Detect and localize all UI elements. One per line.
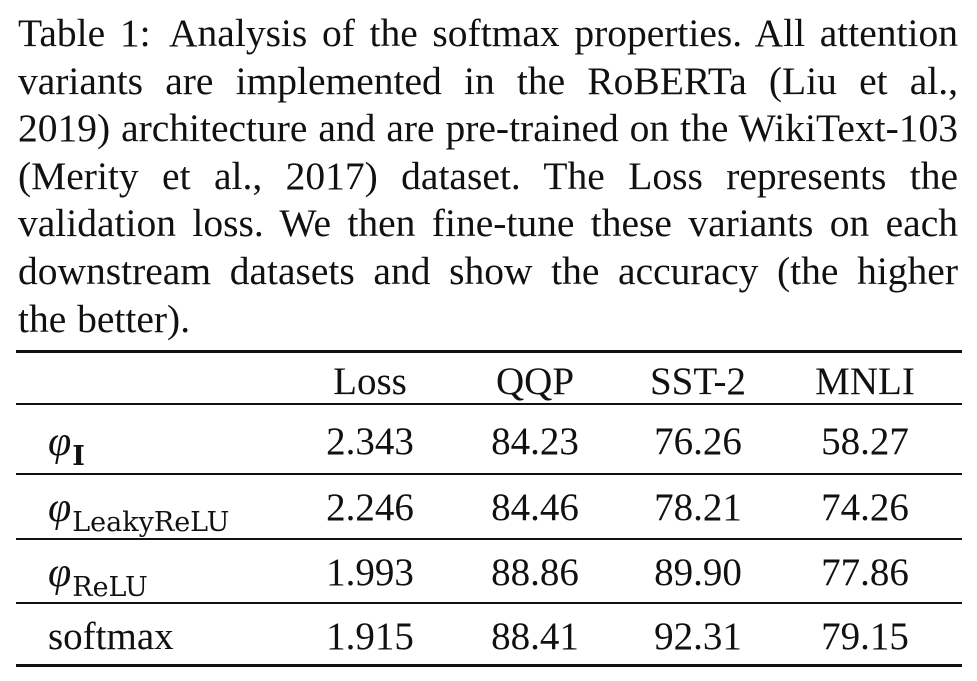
cell-mnli: 79.15: [821, 615, 909, 658]
cell-mnli: 58.27: [821, 420, 909, 463]
header-mnli: MNLI: [815, 360, 915, 403]
cell-qqp: 88.86: [491, 551, 579, 594]
cell-mnli: 74.26: [821, 486, 909, 529]
row-label-phi-relu: φReLU: [48, 549, 148, 603]
phi-symbol: φ: [48, 419, 72, 465]
header-loss: Loss: [333, 360, 407, 403]
table-bottom-rule: [16, 664, 962, 667]
table-caption: Table 1: Analysis of the softmax propert…: [18, 10, 958, 343]
phi-subscript: I: [72, 441, 85, 472]
cell-loss: 2.343: [326, 420, 414, 463]
header-sst2: SST-2: [649, 360, 747, 403]
row-rule: [16, 602, 962, 604]
phi-symbol: φ: [48, 485, 72, 531]
phi-subscript: ReLU: [72, 572, 148, 603]
cell-sst2: 76.26: [654, 420, 742, 463]
row-label-softmax: softmax: [48, 615, 174, 658]
phi-subscript: LeakyReLU: [72, 507, 230, 538]
table-top-rule: [16, 350, 962, 353]
header-qqp: QQP: [495, 360, 575, 403]
row-label-phi-i: φI: [48, 418, 85, 472]
cell-loss: 2.246: [326, 486, 414, 529]
caption-text: Analysis of the softmax properties. All …: [18, 11, 958, 341]
cell-qqp: 84.23: [491, 420, 579, 463]
cell-sst2: 78.21: [654, 486, 742, 529]
cell-mnli: 77.86: [821, 551, 909, 594]
cell-loss: 1.993: [326, 551, 414, 594]
cell-sst2: 89.90: [654, 551, 742, 594]
cell-qqp: 88.41: [491, 615, 579, 658]
phi-symbol: φ: [48, 550, 72, 596]
cell-qqp: 84.46: [491, 486, 579, 529]
row-label-phi-leakyrelu: φLeakyReLU: [48, 484, 230, 538]
row-rule: [16, 473, 962, 475]
cell-sst2: 92.31: [654, 615, 742, 658]
row-rule: [16, 538, 962, 540]
caption-label: Table 1:: [18, 11, 151, 55]
cell-loss: 1.915: [326, 615, 414, 658]
header-rule: [16, 403, 962, 405]
